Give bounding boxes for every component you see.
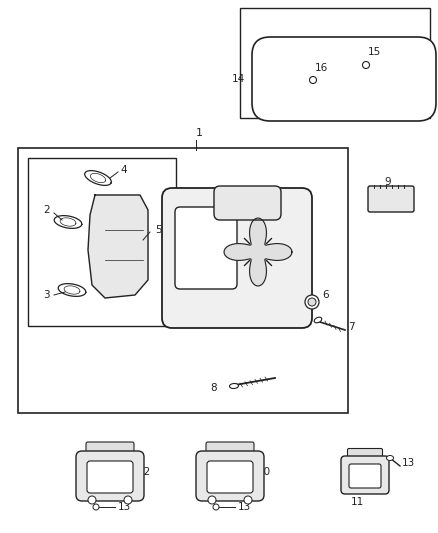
Text: 14: 14 xyxy=(232,74,245,84)
Ellipse shape xyxy=(386,456,393,461)
FancyBboxPatch shape xyxy=(240,8,430,118)
FancyBboxPatch shape xyxy=(252,37,436,121)
FancyBboxPatch shape xyxy=(347,448,382,462)
Text: 5: 5 xyxy=(155,225,162,235)
FancyBboxPatch shape xyxy=(341,456,389,494)
Ellipse shape xyxy=(314,317,322,323)
Polygon shape xyxy=(224,218,292,286)
FancyBboxPatch shape xyxy=(162,188,312,328)
Text: 3: 3 xyxy=(43,290,49,300)
Ellipse shape xyxy=(213,504,219,510)
Text: 6: 6 xyxy=(322,290,328,300)
Ellipse shape xyxy=(244,496,252,504)
FancyBboxPatch shape xyxy=(368,186,414,212)
Text: 4: 4 xyxy=(120,165,127,175)
Text: 13: 13 xyxy=(118,502,131,512)
FancyBboxPatch shape xyxy=(175,207,237,289)
FancyBboxPatch shape xyxy=(76,451,144,501)
Ellipse shape xyxy=(305,295,319,309)
Text: 1: 1 xyxy=(196,128,203,138)
Text: 10: 10 xyxy=(258,467,271,477)
FancyBboxPatch shape xyxy=(207,461,253,493)
Text: 7: 7 xyxy=(348,322,355,332)
Ellipse shape xyxy=(208,496,216,504)
Text: 15: 15 xyxy=(368,47,381,57)
Ellipse shape xyxy=(363,61,370,69)
Text: 12: 12 xyxy=(138,467,151,477)
Ellipse shape xyxy=(310,77,317,84)
FancyBboxPatch shape xyxy=(196,451,264,501)
Text: 11: 11 xyxy=(350,497,364,507)
Bar xyxy=(18,148,348,413)
Ellipse shape xyxy=(124,496,132,504)
FancyBboxPatch shape xyxy=(206,442,254,458)
Ellipse shape xyxy=(230,383,238,389)
FancyBboxPatch shape xyxy=(214,186,281,220)
Ellipse shape xyxy=(308,298,316,306)
FancyBboxPatch shape xyxy=(86,442,134,458)
Ellipse shape xyxy=(88,496,96,504)
Text: 2: 2 xyxy=(43,205,49,215)
FancyBboxPatch shape xyxy=(349,464,381,488)
Text: 8: 8 xyxy=(210,383,217,393)
Ellipse shape xyxy=(93,504,99,510)
Text: 13: 13 xyxy=(238,502,251,512)
FancyBboxPatch shape xyxy=(87,461,133,493)
Polygon shape xyxy=(88,195,148,298)
Text: 16: 16 xyxy=(315,63,328,73)
Text: 13: 13 xyxy=(402,458,415,468)
Bar xyxy=(28,158,176,326)
Text: 9: 9 xyxy=(385,177,391,187)
